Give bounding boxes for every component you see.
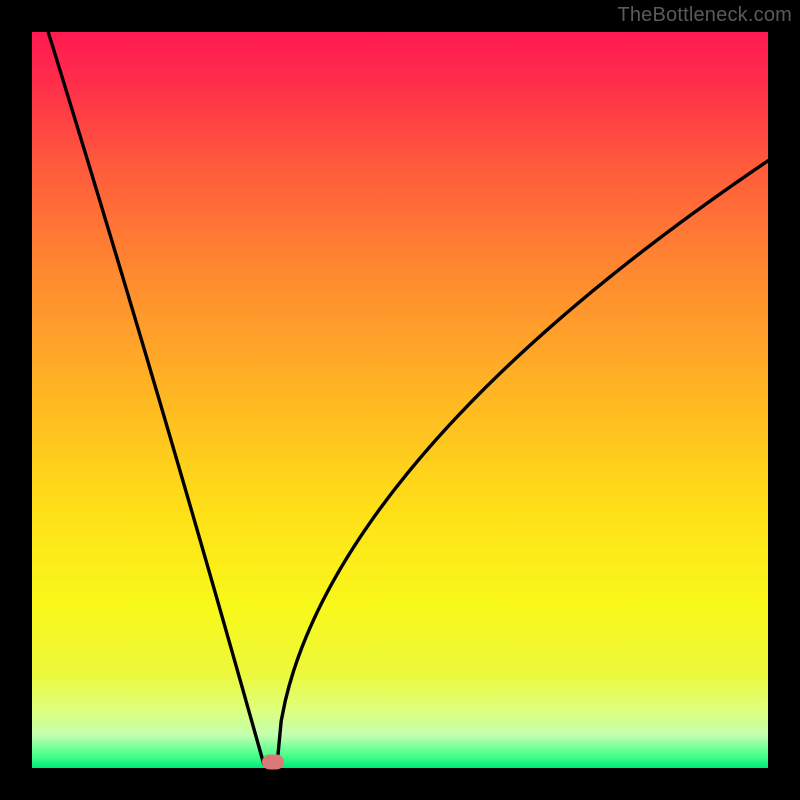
chart-container: TheBottleneck.com	[0, 0, 800, 800]
watermark-text: TheBottleneck.com	[617, 4, 792, 27]
plot-area	[32, 32, 768, 768]
bottleneck-curve	[32, 32, 768, 768]
optimum-marker	[262, 755, 284, 770]
